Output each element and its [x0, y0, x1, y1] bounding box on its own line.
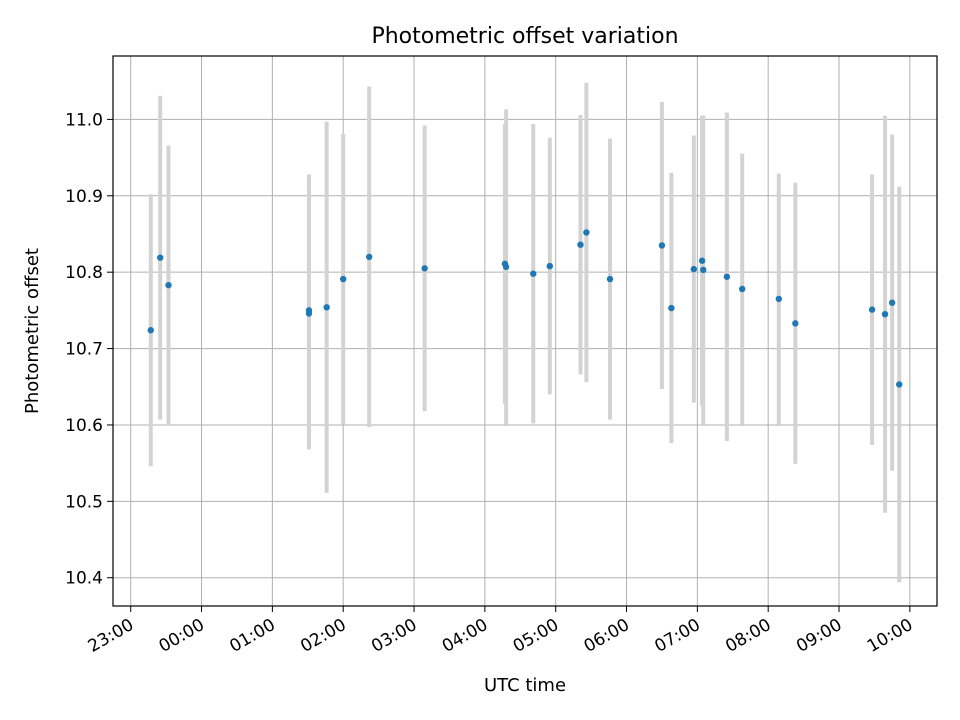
y-tick-label: 10.9 — [65, 187, 103, 207]
data-point — [577, 241, 584, 248]
data-point — [868, 306, 876, 313]
data-point — [668, 304, 675, 312]
data-point — [700, 266, 707, 274]
y-tick-label: 10.6 — [65, 416, 103, 436]
data-point — [340, 275, 347, 283]
x-axis-label: UTC time — [484, 675, 566, 696]
data-point — [502, 263, 510, 271]
data-point — [723, 273, 731, 280]
data-point — [698, 257, 706, 264]
data-point — [421, 265, 428, 272]
y-tick-label: 10.5 — [65, 492, 103, 512]
y-axis-label: Photometric offset — [22, 248, 43, 414]
grid — [113, 56, 937, 606]
data-point — [583, 229, 590, 236]
data-point — [165, 281, 172, 289]
data-point — [658, 242, 666, 249]
data-point — [323, 304, 330, 311]
data-point — [305, 307, 313, 314]
data-point — [775, 295, 783, 303]
y-tick-label: 11.0 — [65, 110, 103, 130]
data-point — [881, 310, 889, 318]
data-points — [147, 229, 903, 388]
data-point — [530, 270, 537, 277]
data-point — [888, 299, 896, 306]
y-axis: 10.4 10.5 10.6 10.7 10.8 10.9 11.0 — [65, 110, 113, 589]
data-point — [147, 327, 154, 334]
data-point — [546, 262, 553, 270]
data-point — [606, 275, 614, 283]
data-point — [739, 285, 746, 293]
y-tick-label: 10.4 — [65, 569, 103, 589]
data-point — [690, 265, 698, 273]
plot-frame — [112, 55, 938, 607]
y-tick-label: 10.8 — [65, 263, 103, 283]
chart-title: Photometric offset variation — [371, 24, 678, 49]
data-point — [896, 381, 903, 388]
y-tick-label: 10.7 — [65, 340, 103, 360]
data-point — [792, 320, 799, 327]
data-point — [365, 253, 373, 261]
data-point — [157, 254, 164, 261]
